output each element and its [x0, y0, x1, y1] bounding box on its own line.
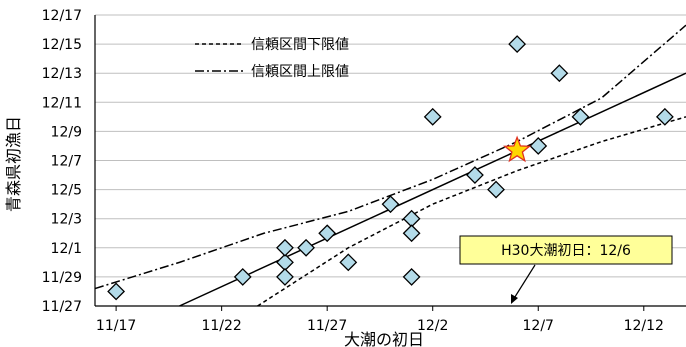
data-points: [107, 35, 674, 301]
data-point: [276, 267, 294, 286]
data-point: [423, 107, 442, 126]
y-tick-label: 11/27: [42, 299, 82, 315]
y-tick-label: 12/15: [42, 37, 82, 53]
y-tick-label: 12/1: [51, 241, 82, 257]
y-tick-labels: 11/27 11/29 12/1 12/3 12/5 12/7 12/9 12/11 12/13…: [42, 8, 82, 315]
h30-annotation: H30大潮初日：12/6: [459, 235, 673, 304]
series-line-solid: [179, 72, 686, 307]
x-tick-labels: 11/17 11/22 11/27 12/2 12/7 12/12: [96, 318, 664, 334]
data-point: [508, 35, 527, 54]
data-point: [550, 64, 569, 83]
grid: [95, 14, 686, 307]
axes: [94, 15, 686, 311]
data-point: [233, 267, 252, 286]
data-point: [402, 267, 421, 286]
x-tick-label: 11/17: [96, 318, 136, 334]
data-point: [402, 224, 421, 243]
h30-star-marker: [503, 135, 532, 163]
y-tick-label: 12/3: [51, 212, 82, 228]
x-tick-label: 11/27: [307, 318, 347, 334]
data-point: [107, 282, 126, 301]
data-point: [318, 224, 337, 243]
x-tick-label: 12/7: [523, 318, 554, 334]
data-point: [297, 238, 315, 257]
annotation-arrowhead: [511, 294, 518, 304]
legend-item-upper: 信頼区間上限値: [251, 64, 349, 80]
data-point: [529, 137, 548, 155]
annotation-arrow: [512, 264, 536, 301]
data-point: [655, 107, 674, 126]
y-tick-label: 12/5: [51, 183, 82, 199]
legend: 信頼区間下限値 信頼区間上限値: [195, 37, 349, 80]
data-point: [466, 166, 484, 184]
legend-item-lower: 信頼区間下限値: [251, 37, 349, 53]
y-tick-label: 12/17: [42, 8, 82, 24]
x-tick-label: 11/22: [201, 318, 241, 334]
y-tick-label: 12/11: [42, 95, 82, 111]
data-point: [276, 238, 294, 257]
y-axis-label: 青森県初漁日: [4, 116, 23, 212]
data-point: [571, 107, 590, 126]
y-tick-label: 12/9: [51, 124, 82, 140]
annotation-box: [459, 235, 673, 265]
data-point: [487, 180, 505, 199]
x-tick-label: 12/12: [624, 318, 664, 334]
data-point: [339, 253, 358, 272]
y-tick-label: 12/7: [51, 154, 82, 170]
y-tick-label: 11/29: [42, 270, 82, 286]
data-point: [276, 253, 294, 272]
annotation-text: H30大潮初日：12/6: [501, 242, 631, 259]
series-line-dashed: [257, 116, 686, 307]
x-tick-label: 12/2: [417, 318, 448, 334]
x-axis-label: 大潮の初日: [344, 330, 424, 347]
data-point: [402, 209, 421, 228]
y-tick-label: 12/13: [42, 66, 82, 82]
star-marker: [503, 135, 532, 163]
data-point: [381, 195, 400, 214]
